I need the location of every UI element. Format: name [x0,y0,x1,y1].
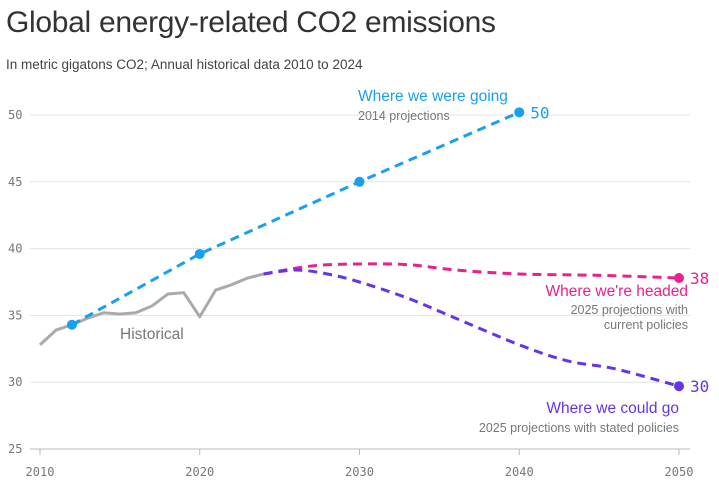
x-tick-label: 2040 [505,465,534,479]
series-note-headed-2: current policies [604,318,688,332]
y-tick-label: 50 [8,108,22,122]
series-line [71,110,520,327]
data-point [66,319,77,330]
data-point [194,248,205,259]
series-label-were-going: Where we were going [358,88,508,105]
y-tick-label: 40 [8,242,22,256]
y-tick-label: 45 [8,175,22,189]
chart-title: Global energy-related CO2 emissions [6,6,496,39]
data-point [354,176,365,187]
series-label-headed: Where we're headed [545,283,688,300]
series-label-could-go: Where we could go [546,400,679,417]
y-tick-label: 25 [8,442,22,456]
chart-subtitle: In metric gigatons CO2; Annual historica… [6,57,363,72]
end-value-label: 50 [530,103,549,122]
x-tick-label: 2010 [26,465,55,479]
x-tick-label: 2050 [665,465,694,479]
end-value-label: 38 [690,269,709,288]
y-tick-label: 30 [8,375,22,389]
series-note-were-going: 2014 projections [358,109,450,123]
series-note-could-go: 2025 projections with stated policies [479,421,679,435]
x-tick-label: 2020 [185,465,214,479]
data-point [514,107,525,118]
x-tick-label: 2030 [345,465,374,479]
series-label-historical: Historical [120,326,184,343]
end-value-label: 30 [690,377,709,396]
data-point [674,381,684,392]
series-line [263,268,680,388]
y-tick-label: 35 [8,308,22,322]
series-note-headed-1: 2025 projections with [571,303,688,317]
data-point [674,272,684,283]
series-line [263,262,680,280]
